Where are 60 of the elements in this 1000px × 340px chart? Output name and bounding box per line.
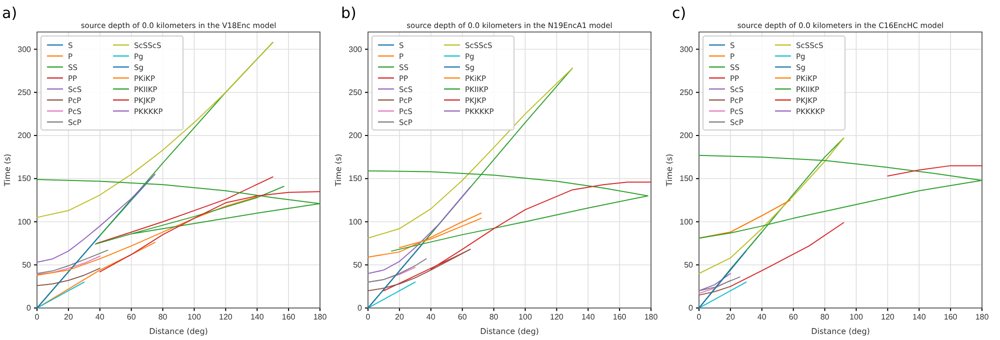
x-tick-label: 160 xyxy=(612,312,627,322)
x-tick-label: 0 xyxy=(696,312,702,322)
x-tick-label: 120 xyxy=(218,312,233,322)
text: a) xyxy=(2,4,18,22)
y-tick-label: 150 xyxy=(680,174,694,184)
y-tick-label: 200 xyxy=(18,131,32,140)
y-tick-label: 0 xyxy=(26,304,32,313)
x-tick-label: 80 xyxy=(820,312,830,322)
text: b) xyxy=(341,4,356,22)
x-tick-label: 20 xyxy=(394,312,404,322)
y-tick-label: 200 xyxy=(348,131,363,140)
y-axis-title: Time (s) xyxy=(334,154,343,188)
x-tick-label: 180 xyxy=(975,312,990,322)
x-tick-label: 140 xyxy=(581,312,596,322)
y-axis-title: Time (s) xyxy=(665,154,674,188)
x-tick-label: 100 xyxy=(850,312,864,322)
x-tick-label: 180 xyxy=(313,312,328,322)
x-tick-label: 100 xyxy=(518,312,532,322)
y-tick-label: 250 xyxy=(680,88,694,97)
y-tick-label: 0 xyxy=(358,304,363,313)
y-tick-label: 250 xyxy=(348,88,363,97)
y-tick-label: 50 xyxy=(684,260,694,270)
y-tick-label: 150 xyxy=(18,174,32,184)
x-tick-label: 120 xyxy=(880,312,895,322)
x-tick-label: 160 xyxy=(282,312,296,322)
y-tick-label: 50 xyxy=(22,260,32,270)
x-tick-label: 100 xyxy=(188,312,202,322)
x-tick-label: 0 xyxy=(34,312,40,322)
x-axis-title: Distance (deg) xyxy=(811,327,870,336)
y-tick-label: 100 xyxy=(348,217,363,226)
y-tick-label: 300 xyxy=(680,44,694,54)
x-tick-label: 0 xyxy=(366,312,371,322)
y-tick-label: 250 xyxy=(18,88,32,97)
y-tick-label: 300 xyxy=(18,44,32,54)
x-tick-label: 160 xyxy=(944,312,958,322)
y-tick-label: 300 xyxy=(348,44,363,54)
text: c) xyxy=(672,4,686,22)
x-tick-label: 40 xyxy=(757,312,767,322)
x-tick-label: 80 xyxy=(489,312,499,322)
x-tick-label: 80 xyxy=(158,312,168,322)
y-tick-label: 0 xyxy=(688,304,694,313)
x-tick-label: 60 xyxy=(788,312,798,322)
x-tick-label: 140 xyxy=(250,312,264,322)
x-tick-label: 180 xyxy=(644,312,658,322)
x-tick-label: 60 xyxy=(458,312,468,322)
y-tick-label: 150 xyxy=(348,174,363,184)
y-tick-label: 50 xyxy=(353,260,363,270)
y-tick-label: 100 xyxy=(680,217,694,226)
y-tick-label: 200 xyxy=(680,131,694,140)
x-axis-title: Distance (deg) xyxy=(149,327,208,336)
x-tick-label: 20 xyxy=(726,312,736,322)
x-tick-label: 40 xyxy=(95,312,105,322)
x-tick-label: 60 xyxy=(126,312,136,322)
y-tick-label: 100 xyxy=(18,217,32,226)
x-tick-label: 20 xyxy=(64,312,74,322)
y-axis-title: Time (s) xyxy=(3,154,12,188)
x-tick-label: 120 xyxy=(550,312,564,322)
x-axis-title: Distance (deg) xyxy=(480,327,539,336)
x-tick-label: 140 xyxy=(912,312,926,322)
x-tick-label: 40 xyxy=(426,312,436,322)
